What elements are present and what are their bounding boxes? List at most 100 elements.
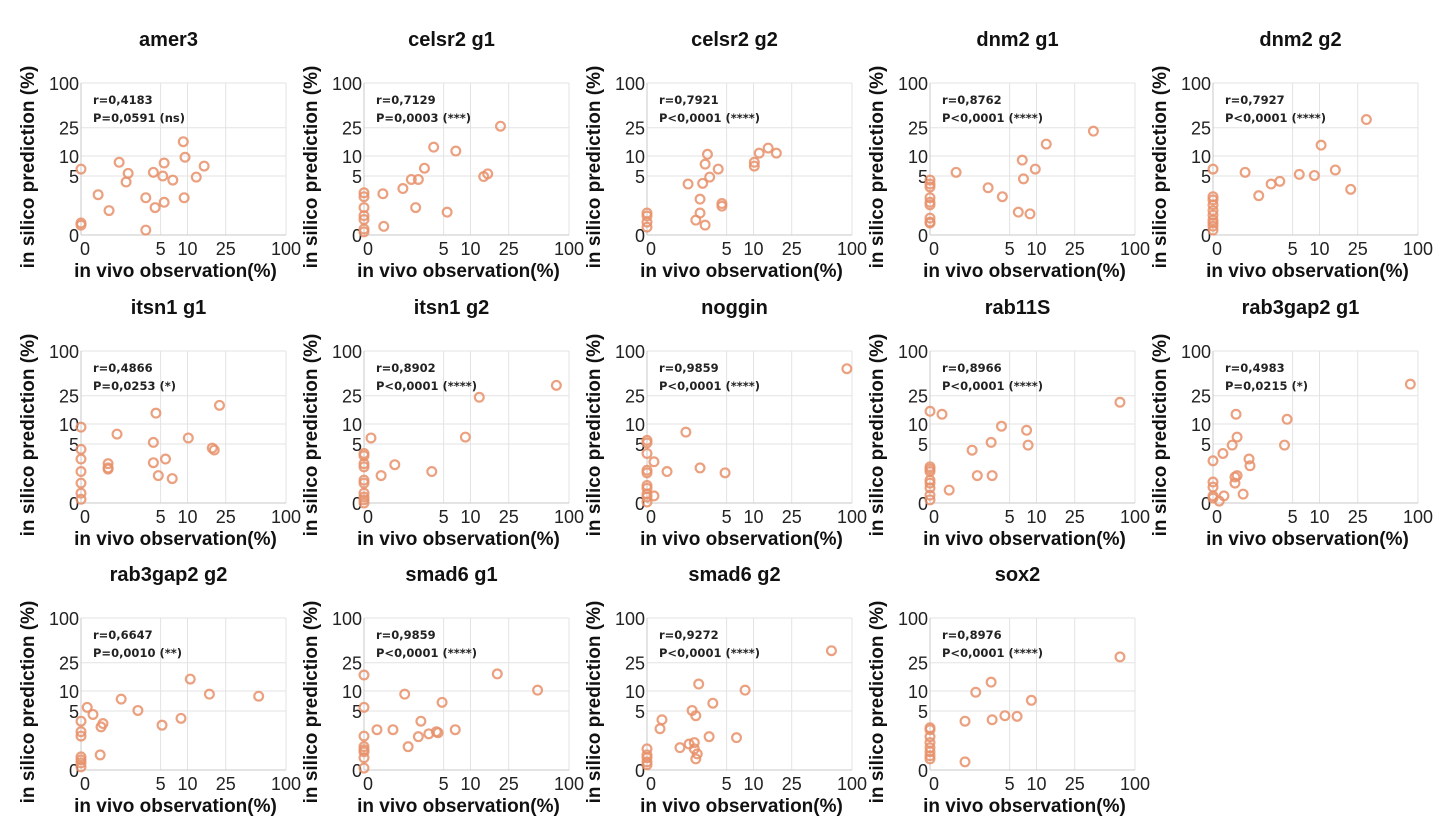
data-point (358, 226, 370, 238)
data-point (1229, 471, 1241, 483)
y-tick-label: 25 (625, 654, 645, 674)
data-point (358, 497, 370, 509)
panel-title: rab3gap2 g1 (1242, 297, 1360, 319)
x-tick-label: 100 (837, 507, 867, 527)
y-axis-label: in silico prediction (%) (867, 334, 888, 537)
data-point (75, 453, 87, 465)
data-point (641, 467, 653, 479)
x-tick-label: 0 (929, 239, 939, 259)
data-point (1253, 190, 1265, 202)
data-point (405, 173, 417, 185)
data-point (1207, 476, 1219, 488)
data-point (175, 712, 187, 724)
x-tick-label: 100 (1120, 239, 1150, 259)
x-tick-label: 100 (1120, 507, 1150, 527)
panel-title: smad6 g1 (405, 564, 497, 586)
y-tick-label: 10 (625, 147, 645, 167)
data-point (75, 730, 87, 742)
data-point (75, 477, 87, 489)
x-tick-label: 5 (1288, 507, 1298, 527)
data-point (924, 482, 936, 494)
y-tick-label: 100 (49, 609, 79, 629)
data-point (358, 210, 370, 222)
data-point (841, 363, 853, 375)
x-tick-label: 0 (646, 239, 656, 259)
data-point (924, 746, 936, 758)
x-tick-label: 5 (1288, 239, 1298, 259)
correlation-r: r=0,8762 (942, 93, 1002, 107)
data-point (532, 684, 544, 696)
data-point (1239, 166, 1251, 178)
y-tick-label: 25 (342, 387, 362, 407)
x-axis-label: in vivo observation(%) (923, 261, 1126, 282)
y-tick-label: 10 (625, 682, 645, 702)
p-value: P=0,0003 (***) (376, 111, 471, 125)
data-point (1243, 453, 1255, 465)
y-axis-label: in silico prediction (%) (18, 334, 39, 537)
y-axis-label: in silico prediction (%) (584, 334, 605, 537)
y-tick-label: 5 (635, 435, 645, 455)
y-tick-label: 100 (332, 342, 362, 362)
data-point (690, 710, 702, 722)
data-point (1329, 164, 1341, 176)
x-tick-label: 25 (216, 239, 236, 259)
x-tick-label: 5 (722, 239, 732, 259)
data-point (1308, 169, 1320, 181)
y-tick-label: 25 (342, 119, 362, 139)
data-point (680, 426, 692, 438)
panel-title: noggin (701, 297, 768, 319)
data-point (371, 724, 383, 736)
y-tick-label: 25 (59, 387, 79, 407)
x-axis-label: in vivo observation(%) (74, 261, 277, 282)
data-point (491, 668, 503, 680)
data-point (971, 470, 983, 482)
data-point (1016, 154, 1028, 166)
data-point (1293, 168, 1305, 180)
data-point (701, 148, 713, 160)
y-tick-label: 100 (898, 74, 928, 94)
data-point (936, 408, 948, 420)
y-tick-label: 0 (1201, 494, 1211, 514)
x-tick-label: 0 (80, 239, 90, 259)
x-tick-label: 25 (782, 774, 802, 794)
x-tick-label: 100 (1120, 774, 1150, 794)
y-tick-label: 0 (69, 226, 79, 246)
y-tick-label: 10 (908, 682, 928, 702)
y-tick-label: 0 (1201, 226, 1211, 246)
data-point (648, 456, 660, 468)
data-point (156, 719, 168, 731)
x-tick-label: 25 (1348, 239, 1368, 259)
y-tick-label: 25 (908, 654, 928, 674)
x-tick-label: 10 (1026, 239, 1046, 259)
data-point (641, 210, 653, 222)
data-point (641, 496, 653, 508)
y-tick-label: 5 (69, 167, 79, 187)
data-point (75, 493, 87, 505)
x-tick-label: 10 (460, 507, 480, 527)
data-point (190, 171, 202, 183)
data-point (1114, 396, 1126, 408)
data-point (147, 436, 159, 448)
data-point (449, 724, 461, 736)
data-point (179, 151, 191, 163)
data-point (690, 214, 702, 226)
data-point (389, 459, 401, 471)
y-tick-label: 10 (59, 682, 79, 702)
x-tick-label: 0 (80, 774, 90, 794)
data-point (140, 192, 152, 204)
y-tick-label: 100 (49, 342, 79, 362)
data-point (75, 757, 87, 769)
data-point (159, 453, 171, 465)
y-tick-label: 10 (908, 415, 928, 435)
x-tick-label: 0 (646, 507, 656, 527)
y-tick-label: 100 (615, 609, 645, 629)
x-axis-label: in vivo observation(%) (640, 529, 843, 550)
data-point (1207, 220, 1219, 232)
data-point (1226, 439, 1238, 451)
data-point (656, 714, 668, 726)
data-point (1022, 439, 1034, 451)
